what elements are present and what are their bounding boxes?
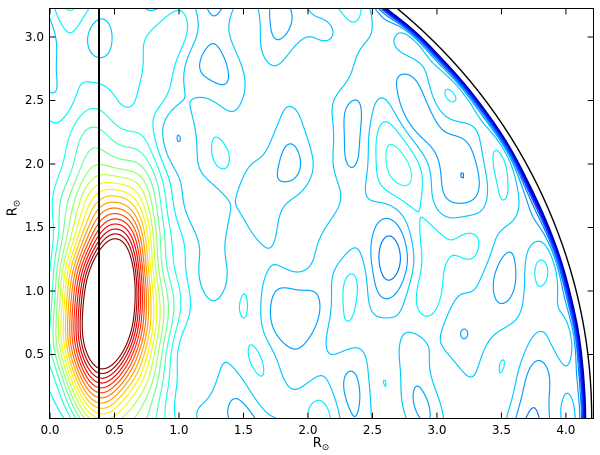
x-axis-label: R⊙: [312, 436, 330, 453]
y-tick-label: 0.5: [24, 347, 44, 362]
x-tick-label: 1.5: [233, 423, 253, 437]
y-axis-label-sub: ⊙: [12, 199, 23, 208]
x-tick-label: 2.5: [362, 423, 382, 437]
contour-plot-canvas: [50, 9, 593, 418]
x-axis-label-main: R: [312, 436, 322, 451]
y-tick-label: 2.5: [24, 93, 44, 108]
x-tick-label: 0.0: [40, 423, 60, 437]
y-tick-label: 3.0: [24, 29, 44, 44]
plot-frame: [49, 8, 594, 419]
x-tick-label: 3.5: [491, 423, 511, 437]
x-axis-label-sub: ⊙: [321, 443, 330, 453]
y-axis-label: R⊙: [5, 199, 23, 217]
y-tick-label: 1.5: [24, 220, 44, 235]
y-tick-label: 2.0: [24, 156, 44, 171]
x-tick-label: 0.5: [104, 423, 125, 437]
x-tick-label: 4.0: [556, 423, 576, 437]
y-axis-label-main: R: [5, 207, 21, 217]
x-tick-label: 3.0: [427, 423, 447, 437]
y-tick-label: 1.0: [24, 283, 44, 298]
x-tick-label: 2.0: [298, 423, 318, 437]
x-tick-label: 1.0: [169, 423, 189, 437]
